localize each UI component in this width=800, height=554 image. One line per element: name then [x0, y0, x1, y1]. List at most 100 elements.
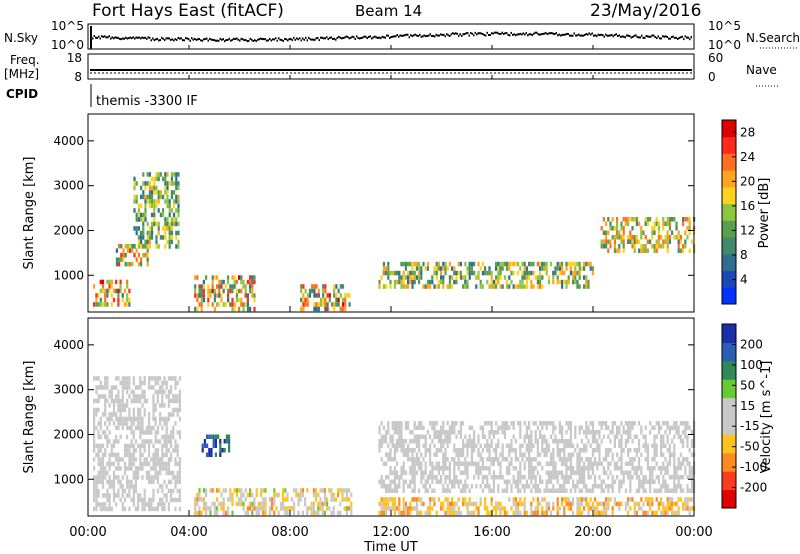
heatmap-cell [407, 261, 410, 267]
heatmap-cell [677, 434, 680, 439]
heatmap-cell [495, 457, 498, 462]
heatmap-cell [142, 244, 145, 249]
heatmap-cell [167, 434, 170, 440]
heatmap-cell [578, 475, 581, 480]
nsky-point [372, 36, 374, 39]
nsky-point [114, 36, 116, 39]
velocity-heatmap [93, 376, 696, 516]
heatmap-cell [166, 199, 169, 204]
heatmap-cell [108, 452, 111, 458]
heatmap-cell [523, 506, 526, 511]
x-tick-label: 20:00 [574, 525, 611, 540]
nsky-point [456, 32, 458, 35]
heatmap-cell [273, 510, 276, 516]
heatmap-cell [622, 448, 625, 453]
heatmap-cell [563, 475, 566, 480]
heatmap-cell [633, 501, 636, 507]
heatmap-cell [173, 217, 176, 222]
nsky-point [381, 35, 383, 38]
heatmap-cell [99, 506, 102, 512]
heatmap-cell [673, 510, 676, 516]
heatmap-cell [684, 244, 687, 249]
heatmap-cell [132, 407, 135, 413]
nsky-point [515, 34, 517, 37]
heatmap-cell [198, 302, 201, 307]
heatmap-cell [607, 497, 610, 502]
heatmap-cell [481, 475, 484, 480]
heatmap-cell [216, 488, 219, 493]
heatmap-cell [225, 434, 228, 439]
heatmap-cell [426, 430, 429, 435]
heatmap-cell [151, 230, 154, 236]
heatmap-cell [444, 439, 447, 444]
heatmap-cell [132, 497, 135, 503]
heatmap-cell [556, 501, 559, 507]
heatmap-cell [455, 475, 458, 480]
heatmap-cell [135, 230, 138, 236]
heatmap-cell [576, 261, 579, 267]
heatmap-cell [651, 466, 654, 471]
nsky-point [663, 35, 665, 38]
heatmap-cell [576, 506, 579, 511]
heatmap-cell [589, 475, 592, 480]
heatmap-cell [99, 302, 102, 307]
nsky-point [239, 39, 241, 42]
nsearch-label: N.Search [746, 31, 800, 45]
heatmap-cell [660, 484, 663, 489]
heatmap-cell [631, 439, 634, 444]
heatmap-cell [341, 284, 345, 289]
heatmap-cell [607, 230, 610, 235]
heatmap-cell [682, 506, 685, 511]
heatmap-cell [437, 284, 440, 289]
heatmap-cell [677, 239, 680, 244]
heatmap-cell [220, 492, 223, 498]
heatmap-cell [255, 506, 258, 511]
heatmap-cell [448, 470, 451, 475]
nsky-point [363, 35, 365, 38]
heatmap-cell [462, 443, 465, 448]
heatmap-cell [662, 221, 665, 226]
heatmap-cell [532, 457, 535, 462]
heatmap-cell [464, 457, 467, 462]
heatmap-cell [404, 266, 407, 271]
heatmap-cell [598, 443, 601, 448]
heatmap-cell [415, 439, 418, 444]
heatmap-cell [591, 434, 594, 439]
heatmap-cell [677, 235, 680, 240]
heatmap-cell [563, 279, 566, 285]
heatmap-cell [118, 261, 121, 267]
heatmap-cell [407, 484, 410, 489]
nsky-point [581, 34, 583, 37]
heatmap-cell [635, 217, 638, 222]
heatmap-cell [126, 243, 129, 249]
heatmap-cell [464, 479, 467, 484]
nsky-point [519, 32, 521, 35]
heatmap-cell [508, 275, 511, 280]
heatmap-cell [121, 484, 124, 489]
heatmap-cell [649, 475, 652, 480]
heatmap-cell [675, 221, 678, 226]
heatmap-cell [137, 252, 140, 258]
heatmap-cell [442, 501, 445, 507]
heatmap-cell [622, 235, 625, 240]
heatmap-cell [512, 434, 515, 439]
heatmap-cell [161, 389, 164, 395]
heatmap-cell [583, 466, 586, 471]
heatmap-cell [473, 501, 476, 507]
heatmap-cell [534, 430, 537, 435]
heatmap-cell [140, 244, 143, 249]
heatmap-cell [310, 510, 313, 516]
heatmap-cell [153, 199, 156, 204]
nsky-point [387, 34, 389, 37]
heatmap-cell [223, 448, 226, 453]
heatmap-cell [207, 302, 210, 307]
heatmap-cell [205, 506, 208, 511]
heatmap-cell [528, 452, 531, 457]
heatmap-cell [561, 434, 564, 439]
heatmap-cell [448, 279, 451, 285]
heatmap-cell [402, 501, 405, 507]
heatmap-cell [393, 279, 396, 285]
heatmap-cell [148, 190, 151, 195]
heatmap-cell [644, 488, 647, 493]
heatmap-cell [164, 199, 167, 204]
